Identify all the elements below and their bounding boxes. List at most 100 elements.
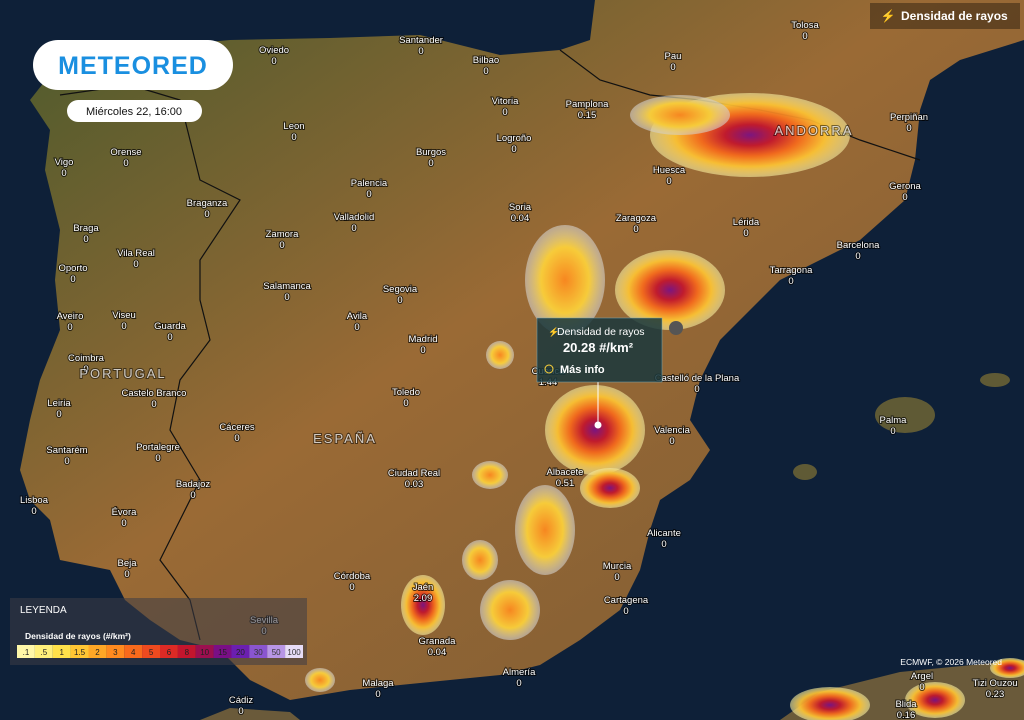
city-name: Viseu [112, 310, 136, 321]
legend-label: 8 [185, 648, 190, 657]
city-name: Logroño [497, 133, 532, 144]
city-name: Santarém [46, 445, 87, 456]
city-name: Guarda [154, 321, 186, 332]
city-value: 0 [661, 539, 666, 550]
legend-label: 5 [149, 648, 154, 657]
legend-swatch [267, 645, 286, 658]
legend-swatch [124, 645, 143, 658]
tooltip-value: 20.28 #/km² [563, 340, 634, 355]
city-name: Braganza [187, 198, 228, 209]
city-name: Gerona [889, 181, 921, 192]
city-value: 0 [284, 292, 289, 303]
city-value: 0 [234, 433, 239, 444]
city-name: Blida [895, 699, 917, 710]
city-name: Perpiñan [890, 112, 928, 123]
city-value: 0.23 [986, 689, 1005, 700]
city-value: 0 [483, 66, 488, 77]
menorca [980, 373, 1010, 387]
city-name: Bilbao [473, 55, 499, 66]
more-info-link[interactable]: Más info [560, 364, 605, 376]
city-name: Braga [73, 223, 99, 234]
city-name: Castelló de la Plana [655, 373, 740, 384]
city-value: 0 [351, 223, 356, 234]
city-value: 0 [56, 409, 61, 420]
city-name: Albacete [547, 467, 584, 478]
legend-swatch [195, 645, 214, 658]
tooltip-close[interactable] [669, 321, 683, 335]
city-name: Barcelona [837, 240, 880, 251]
city-value: 0 [271, 56, 276, 67]
storm-cell [630, 95, 730, 135]
city-name: Oviedo [259, 45, 289, 56]
city-value: 0 [502, 107, 507, 118]
city-value: 0 [121, 518, 126, 529]
city-name: Granada [419, 636, 457, 647]
city-name: Segovia [383, 284, 418, 295]
city-name: Tarragona [770, 265, 813, 276]
city-name: Orense [110, 147, 141, 158]
legend-title: Densidad de rayos (#/km²) [25, 631, 131, 641]
legend-label: 30 [254, 648, 263, 657]
city-name: Évora [112, 507, 138, 518]
legend-label: 3 [113, 648, 118, 657]
legend-swatch [177, 645, 196, 658]
layer-icon: ⚡ [881, 9, 896, 23]
storm-cell [905, 682, 965, 718]
layer-button[interactable]: Densidad de rayos [901, 9, 1008, 23]
country-label: ANDORRA [774, 123, 853, 138]
legend-swatch [285, 645, 303, 658]
city-value: 0.03 [405, 479, 424, 490]
city-value: 0 [238, 706, 243, 717]
city-value: 0 [614, 572, 619, 583]
city-name: Cádiz [229, 695, 254, 706]
city-name: Vila Real [117, 248, 155, 259]
city-name: Toledo [392, 387, 420, 398]
legend-label: 1 [59, 648, 64, 657]
storm-cell [990, 658, 1024, 678]
city-value: 0 [788, 276, 793, 287]
city-value: 0 [70, 274, 75, 285]
ibiza [793, 464, 817, 480]
legend-swatch [88, 645, 107, 658]
city-value: 0 [204, 209, 209, 220]
city-name: Vigo [55, 157, 74, 168]
city-name: Zaragoza [616, 213, 657, 224]
storm-cell [486, 341, 514, 369]
city-name: Vitoria [492, 96, 519, 107]
legend-scale: .1 .5 1 1.5 2 3 4 5 6 8 10 15 20 30 50 100 [17, 645, 303, 658]
legend-heading: LEYENDA [20, 605, 67, 616]
city-value: 0 [61, 168, 66, 179]
city-name: Ciudad Real [388, 468, 440, 479]
city-name: Oporto [58, 263, 87, 274]
more-info-icon [544, 364, 554, 374]
city-value: 0 [124, 569, 129, 580]
city-value: 0 [633, 224, 638, 235]
storm-cell [305, 668, 335, 692]
legend-label: 2 [95, 648, 100, 657]
tooltip-box [536, 317, 663, 383]
city-name: Zamora [266, 229, 299, 240]
datetime-box [67, 100, 202, 122]
city-name: Córdoba [334, 571, 371, 582]
city-value: 0 [121, 321, 126, 332]
mallorca [875, 397, 935, 433]
city-value: 0 [890, 426, 895, 437]
city-value: 0 [64, 456, 69, 467]
city-name: Portalegre [136, 442, 180, 453]
border-portugal [59, 84, 241, 641]
city-value: 0 [802, 31, 807, 42]
city-value: 0.04 [428, 647, 447, 658]
storm-cell [615, 250, 725, 330]
city-value: 0.16 [897, 710, 916, 720]
city-name: Almería [503, 667, 536, 678]
city-name: Cartagena [604, 595, 649, 606]
city-name: Argel [911, 671, 933, 682]
legend-swatch [17, 645, 35, 658]
city-value: 0 [67, 322, 72, 333]
city-value: 0 [418, 46, 423, 57]
city-value: 0 [420, 345, 425, 356]
legend-label: .5 [40, 648, 47, 657]
city-value: 0 [855, 251, 860, 262]
credit: ECMWF, © 2026 Meteored [900, 657, 1002, 667]
city-value: 0 [83, 364, 88, 375]
